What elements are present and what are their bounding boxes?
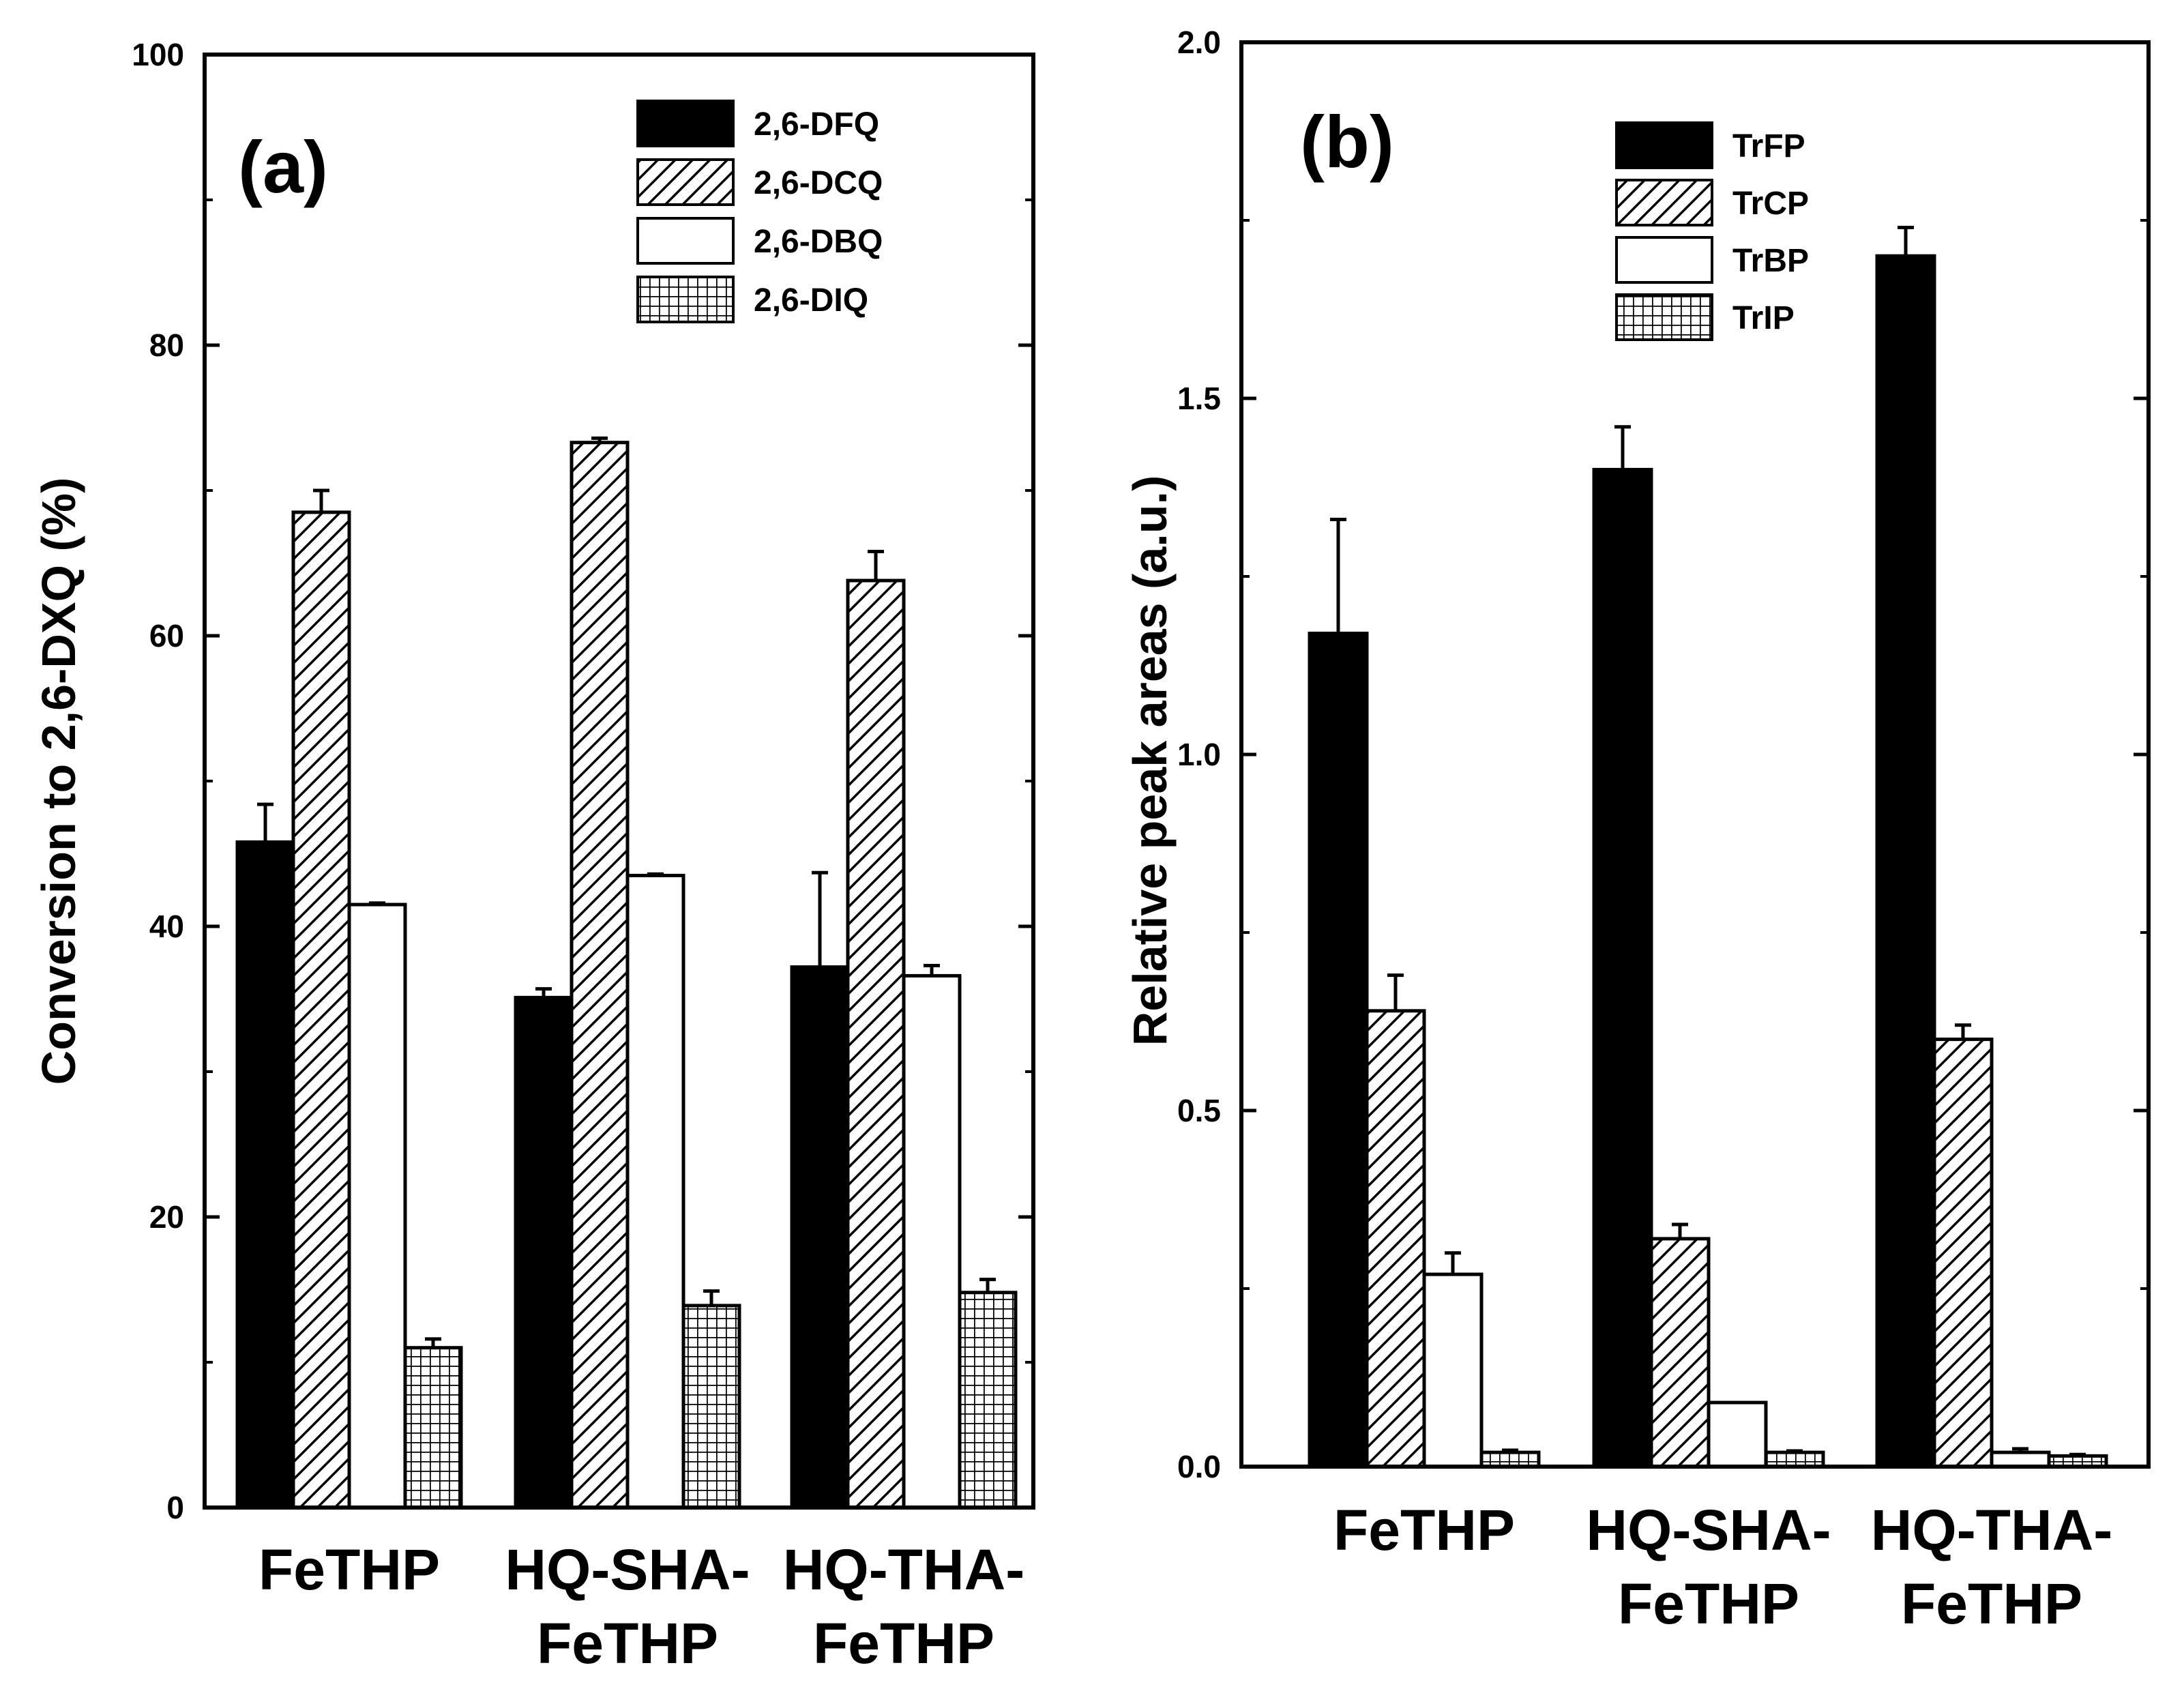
bar-trcp-2: [1649, 1237, 1711, 1469]
y-axis-title: Conversion to 2,6-DXQ (%): [32, 478, 85, 1085]
x-category-label: FeTHP: [1901, 1572, 2082, 1636]
error-bar-2,6-dcq-2: [591, 436, 608, 443]
x-category-label: FeTHP: [813, 1611, 994, 1675]
bar-trcp-1: [1365, 1009, 1426, 1469]
legend-label-2,6-diq: 2,6-DIQ: [754, 282, 868, 319]
bar-2,6-dcq-3: [846, 578, 906, 1510]
bar-2,6-diq-3: [958, 1291, 1018, 1510]
error-bar-2,6-diq-2: [703, 1289, 720, 1306]
y-tick-label: 40: [149, 909, 184, 944]
bar-trip-2: [1764, 1450, 1825, 1469]
bar-trcp-3: [1932, 1038, 1994, 1469]
panel-label: (a): [238, 126, 328, 208]
bar-2,6-dcq-2: [570, 441, 630, 1510]
error-bar-trip-2: [1786, 1449, 1803, 1453]
legend-label-trip: TrIP: [1732, 300, 1795, 336]
x-category-label: HQ-SHA-: [1586, 1498, 1831, 1562]
x-category-label: FeTHP: [537, 1611, 718, 1675]
error-bar-2,6-dfq-2: [535, 987, 552, 998]
x-category-label: FeTHP: [1333, 1498, 1515, 1562]
panel-label: (b): [1300, 100, 1394, 183]
x-category-label: FeTHP: [259, 1538, 440, 1602]
error-bar-2,6-dcq-3: [868, 549, 884, 581]
bar-trbp-2: [1707, 1400, 1768, 1469]
bar-2,6-diq-2: [681, 1304, 741, 1510]
bar-2,6-dfq-3: [790, 965, 850, 1510]
error-bar-trip-1: [1502, 1448, 1518, 1453]
y-tick-label: 1.0: [1177, 737, 1221, 772]
legend-swatch-trfp: [1615, 121, 1713, 169]
error-bar-trcp-3: [1955, 1023, 1971, 1040]
error-bar-trcp-1: [1387, 973, 1404, 1011]
error-bar-trcp-2: [1672, 1222, 1688, 1239]
x-category-label: HQ-SHA-: [505, 1538, 750, 1602]
legend-swatch-2,6-dfq: [636, 100, 735, 147]
error-bar-2,6-dfq-3: [812, 870, 828, 967]
legend-label-trcp: TrCP: [1732, 186, 1809, 222]
x-category-label: HQ-THA-: [783, 1538, 1025, 1602]
legend-swatch-2,6-dcq: [636, 158, 735, 206]
bar-trbp-1: [1422, 1272, 1484, 1469]
error-bar-trbp-1: [1445, 1251, 1461, 1275]
bar-trfp-3: [1875, 254, 1936, 1469]
bar-2,6-dfq-1: [235, 840, 295, 1510]
legend-swatch-trcp: [1615, 179, 1713, 226]
error-bar-trfp-1: [1330, 517, 1346, 634]
bar-2,6-diq-1: [403, 1346, 463, 1510]
legend-swatch-2,6-diq: [636, 276, 735, 323]
y-tick-label: 100: [132, 37, 184, 72]
y-tick-label: 0: [166, 1490, 184, 1525]
y-tick-label: 0.5: [1177, 1093, 1221, 1128]
legend-label-2,6-dfq: 2,6-DFQ: [754, 106, 879, 143]
x-category-label: HQ-THA-: [1871, 1498, 2113, 1562]
error-bar-trip-3: [2069, 1452, 2086, 1456]
legend-label-2,6-dcq: 2,6-DCQ: [754, 165, 883, 201]
legend-label-2,6-dbq: 2,6-DBQ: [754, 224, 883, 260]
legend-label-trbp: TrBP: [1732, 243, 1809, 279]
bar-2,6-dbq-1: [347, 902, 407, 1510]
y-tick-label: 2.0: [1177, 25, 1221, 60]
bar-trfp-1: [1308, 632, 1369, 1469]
error-bar-2,6-dcq-1: [313, 488, 329, 512]
y-tick-label: 80: [149, 327, 184, 363]
error-bar-2,6-diq-3: [979, 1278, 996, 1293]
error-bar-trfp-3: [1898, 225, 1914, 256]
error-bar-trbp-3: [2012, 1447, 2028, 1453]
bar-2,6-dbq-2: [625, 873, 685, 1510]
y-tick-label: 60: [149, 618, 184, 653]
error-bar-2,6-dbq-1: [369, 901, 385, 905]
y-tick-label: 20: [149, 1199, 184, 1235]
error-bar-2,6-dfq-1: [257, 802, 274, 842]
bar-2,6-dfq-2: [514, 995, 574, 1510]
bar-trbp-3: [1990, 1450, 2051, 1469]
y-tick-label: 1.5: [1177, 381, 1221, 416]
error-bar-2,6-diq-1: [425, 1337, 441, 1348]
legend-swatch-trbp: [1615, 236, 1713, 284]
bar-2,6-dbq-3: [902, 973, 962, 1510]
bar-2,6-dcq-1: [291, 510, 351, 1510]
x-category-label: FeTHP: [1618, 1572, 1799, 1636]
error-bar-2,6-dbq-3: [924, 964, 940, 976]
y-axis-title: Relative peak areas (a.u.): [1123, 475, 1177, 1046]
error-bar-2,6-dbq-2: [647, 872, 664, 876]
y-tick-label: 0.0: [1177, 1449, 1221, 1484]
legend-swatch-trip: [1615, 293, 1713, 341]
legend-swatch-2,6-dbq: [636, 217, 735, 265]
panel-a: 0 20 40 60 80 100 Conversion to 2,6-DXQ (%) FeT…: [32, 37, 1035, 1675]
panel-b: 0.0 0.5 1.0 1.5 2.0 Relative peak areas (a.u.…: [1123, 25, 2151, 1636]
legend-label-trfp: TrFP: [1732, 128, 1805, 164]
bar-trip-1: [1479, 1450, 1541, 1469]
bar-trfp-2: [1592, 467, 1653, 1469]
error-bar-trfp-2: [1614, 425, 1631, 470]
